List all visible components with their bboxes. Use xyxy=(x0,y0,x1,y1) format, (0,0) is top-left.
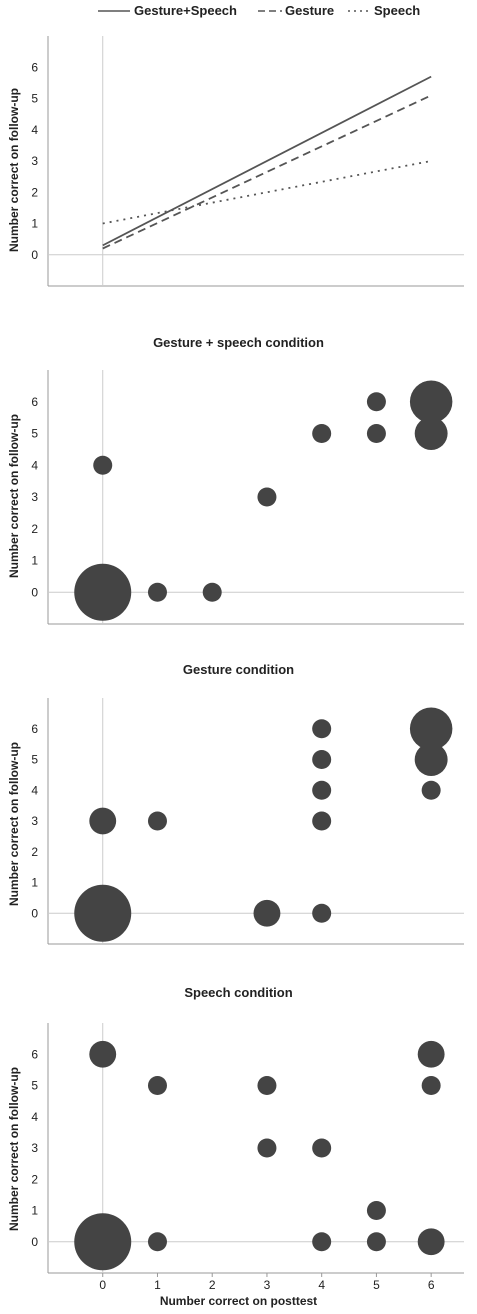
series-line-gesture xyxy=(102,94,432,250)
y-tick-label: 4 xyxy=(31,123,38,137)
y-tick-label: 1 xyxy=(31,1204,38,1218)
y-tick-label: 4 xyxy=(31,783,38,797)
y-tick-label: 1 xyxy=(31,217,38,231)
y-tick-label: 4 xyxy=(31,1110,38,1124)
y-tick-label: 3 xyxy=(31,490,38,504)
x-tick-label: 4 xyxy=(318,1278,325,1292)
scatter-bubble xyxy=(312,811,332,831)
y-tick-label: 3 xyxy=(31,1141,38,1155)
x-tick-label: 2 xyxy=(209,1278,216,1292)
y-tick-label: 6 xyxy=(31,1047,38,1061)
scatter-bubble xyxy=(74,884,132,942)
scatter-bubble xyxy=(74,563,132,621)
scatter-bubble xyxy=(366,424,386,443)
y-tick-label: 2 xyxy=(31,1172,38,1186)
x-tick-label: 6 xyxy=(428,1278,435,1292)
x-tick-label: 1 xyxy=(154,1278,161,1292)
scatter-bubble xyxy=(147,1076,167,1095)
scatter-bubble xyxy=(312,1232,332,1252)
x-tick-label: 5 xyxy=(373,1278,380,1292)
scatter-bubble xyxy=(312,903,332,923)
y-tick-label: 6 xyxy=(31,722,38,736)
scatter-bubble xyxy=(147,582,167,602)
scatter-bubble xyxy=(312,719,332,739)
y-tick-label: 5 xyxy=(31,753,38,767)
gesture-speech-scatter: 0 1 2 3 4 5 6 Number correct on follow-up xyxy=(7,370,464,625)
legend-label-gesture-speech: Gesture+Speech xyxy=(134,3,237,18)
gesture-title: Gesture condition xyxy=(182,662,295,677)
scatter-bubble xyxy=(421,1076,441,1095)
y-tick-label: 3 xyxy=(31,814,38,828)
x-tick-label: 0 xyxy=(99,1278,106,1292)
y-tick-label: 4 xyxy=(31,458,38,472)
gesture-speech-panel: Gesture + speech condition 0 1 2 3 4 5 6 Number… xyxy=(0,330,477,630)
y-tick-label: 2 xyxy=(31,185,38,199)
scatter-bubble xyxy=(312,1138,332,1158)
scatter-bubble xyxy=(89,807,117,835)
series-line-gesture-speech xyxy=(102,75,432,247)
legend-label-speech: Speech xyxy=(374,3,420,18)
gesture-speech-title: Gesture + speech condition xyxy=(153,335,324,350)
y-tick-label: 5 xyxy=(31,92,38,106)
scatter-bubble xyxy=(366,1201,386,1220)
y-tick-label: 5 xyxy=(31,1079,38,1093)
y-tick-label: 5 xyxy=(31,427,38,441)
legend-label-gesture: Gesture xyxy=(285,3,334,18)
scatter-bubble xyxy=(421,780,441,800)
gesture-scatter: 0 1 2 3 4 5 6 Number correct on follow-up xyxy=(7,698,464,945)
scatter-bubble xyxy=(312,424,332,443)
x-axis-label: Number correct on posttest xyxy=(159,1294,318,1308)
x-tick-label: 3 xyxy=(264,1278,271,1292)
y-axis-label: Number correct on follow-up xyxy=(7,742,21,906)
speech-title: Speech condition xyxy=(184,985,293,1000)
series-line-speech xyxy=(102,160,432,225)
scatter-bubble xyxy=(89,1040,117,1068)
y-tick-label: 1 xyxy=(31,876,38,890)
scatter-bubble xyxy=(312,750,332,769)
speech-scatter: 0 1 2 3 4 5 6 0 1 2 3 4 5 6 Number correct on follow-u… xyxy=(7,1023,464,1292)
scatter-bubble xyxy=(93,455,113,475)
line-chart: 0 1 2 3 4 5 6 Number correct on follow-up xyxy=(7,36,464,287)
scatter-bubble xyxy=(147,1232,167,1252)
y-axis-label: Number correct on follow-up xyxy=(7,88,21,252)
y-axis-label: Number correct on follow-up xyxy=(7,414,21,578)
scatter-bubble xyxy=(409,707,453,750)
scatter-bubble xyxy=(366,1232,386,1252)
scatter-bubble xyxy=(417,1228,445,1256)
scatter-bubble xyxy=(202,582,222,602)
scatter-bubble xyxy=(74,1213,132,1271)
chart-legend: Gesture+Speech Gesture Speech xyxy=(98,3,420,18)
scatter-bubble xyxy=(257,1076,277,1095)
y-tick-label: 6 xyxy=(31,60,38,74)
y-tick-label: 2 xyxy=(31,522,38,536)
y-tick-label: 2 xyxy=(31,845,38,859)
scatter-bubble xyxy=(253,899,281,927)
scatter-bubble xyxy=(417,1040,445,1068)
y-tick-label: 0 xyxy=(31,585,38,599)
y-tick-label: 0 xyxy=(31,248,38,262)
speech-panel: Speech condition 0 1 2 3 4 5 6 0 1 2 3 4 5 6 Number co… xyxy=(0,983,477,1293)
y-axis-label: Number correct on follow-up xyxy=(7,1067,21,1231)
line-chart-panel: 0 1 2 3 4 5 6 Number correct on follow-up xyxy=(0,30,477,290)
gesture-panel: Gesture condition 0 1 2 3 4 5 6 Number correct … xyxy=(0,658,477,948)
y-tick-label: 6 xyxy=(31,395,38,409)
scatter-bubble xyxy=(312,780,332,800)
y-tick-label: 0 xyxy=(31,1235,38,1249)
y-tick-label: 1 xyxy=(31,554,38,568)
scatter-bubble xyxy=(409,380,453,423)
scatter-bubble xyxy=(257,487,277,507)
y-tick-label: 3 xyxy=(31,154,38,168)
scatter-bubble xyxy=(414,743,448,776)
scatter-bubble xyxy=(147,811,167,831)
y-tick-label: 0 xyxy=(31,906,38,920)
scatter-bubble xyxy=(366,392,386,412)
scatter-bubble xyxy=(414,417,448,450)
scatter-bubble xyxy=(257,1138,277,1158)
